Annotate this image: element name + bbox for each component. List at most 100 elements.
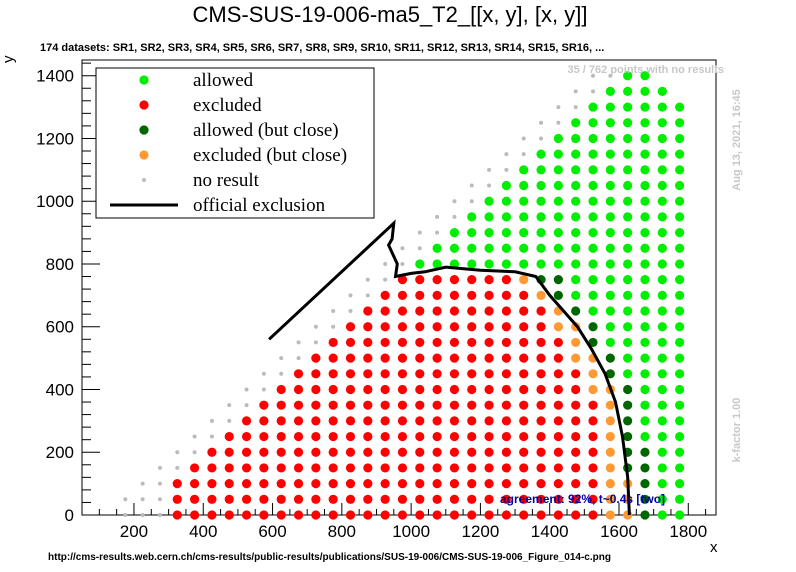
excluded-point: [571, 416, 581, 426]
excluded-but-close-point: [571, 353, 581, 363]
excluded-point: [276, 463, 286, 473]
excluded-point: [328, 463, 338, 473]
excluded-point: [363, 510, 373, 520]
allowed-point: [640, 102, 650, 112]
allowed-point: [588, 118, 598, 128]
allowed-point: [571, 196, 581, 206]
allowed-point: [588, 149, 598, 159]
no-result-point: [261, 387, 266, 392]
allowed-point: [553, 133, 563, 144]
excluded-point: [207, 479, 217, 489]
no-result-point: [400, 261, 405, 266]
no-result-point: [400, 246, 405, 251]
excluded-point: [501, 384, 511, 395]
excluded-point: [397, 447, 408, 457]
excluded-point: [345, 416, 356, 426]
allowed-point: [536, 180, 546, 191]
allowed-point: [623, 243, 633, 253]
legend-label: allowed: [193, 70, 254, 91]
excluded-point: [553, 479, 563, 489]
excluded-point: [207, 463, 217, 473]
excluded-point: [467, 290, 477, 300]
excluded-point: [397, 494, 408, 504]
allowed-but-close-point: [571, 306, 581, 316]
excluded-point: [484, 290, 494, 300]
excluded-point: [293, 494, 304, 504]
allowed-point: [519, 165, 529, 175]
excluded-but-close-point: [519, 275, 529, 285]
x-tick-label: 400: [189, 522, 217, 541]
excluded-point: [501, 494, 511, 504]
allowed-point: [553, 149, 563, 159]
allowed-point: [640, 400, 650, 410]
allowed-point: [623, 118, 633, 128]
excluded-point: [224, 431, 234, 442]
excluded-point: [363, 322, 373, 332]
excluded-point: [467, 479, 477, 489]
allowed-point: [605, 149, 615, 159]
excluded-point: [363, 479, 373, 489]
allowed-point: [640, 165, 650, 175]
allowed-point: [605, 212, 615, 222]
excluded-point: [259, 431, 269, 442]
excluded-point: [432, 322, 442, 332]
allowed-point: [623, 165, 633, 175]
excluded-point: [415, 479, 425, 489]
excluded-point: [519, 463, 529, 473]
allowed-point: [640, 133, 650, 144]
excluded-point: [415, 353, 425, 363]
excluded-point: [363, 337, 373, 348]
allowed-point: [675, 180, 685, 191]
allowed-point: [640, 322, 650, 332]
allowed-point: [588, 259, 598, 269]
allowed-but-close-point: [640, 510, 650, 520]
allowed-point: [623, 133, 633, 144]
no-result-point: [521, 136, 526, 141]
legend-label: excluded: [193, 95, 262, 116]
allowed-point: [519, 212, 529, 222]
excluded-point: [293, 479, 304, 489]
allowed-point: [657, 510, 667, 520]
excluded-point: [345, 369, 356, 379]
excluded-point: [380, 353, 390, 363]
excluded-point: [328, 416, 338, 426]
allowed-point: [640, 86, 650, 96]
no-result-point: [348, 293, 353, 298]
excluded-point: [311, 369, 321, 379]
excluded-point: [224, 479, 234, 489]
excluded-point: [397, 400, 408, 410]
excluded-point: [467, 416, 477, 426]
allowed-point: [623, 227, 633, 238]
allowed-point: [675, 165, 685, 175]
excluded-point: [415, 290, 425, 300]
no-result-point: [331, 309, 336, 314]
legend-label: no result: [193, 170, 260, 191]
allowed-point: [657, 180, 667, 191]
timestamp-label: Aug 13, 2021, 16:45: [731, 89, 743, 191]
excluded-but-close-point: [605, 416, 615, 426]
no-result-point: [296, 356, 301, 361]
excluded-point: [519, 479, 529, 489]
excluded-point: [241, 463, 252, 473]
excluded-point: [519, 400, 529, 410]
excluded-point: [311, 447, 321, 457]
excluded-point: [311, 384, 321, 395]
source-url[interactable]: http://cms-results.web.cern.ch/cms-resul…: [48, 552, 611, 563]
x-tick-label: 1400: [531, 522, 569, 541]
excluded-point: [415, 510, 425, 520]
allowed-point: [657, 259, 667, 269]
excluded-point: [501, 510, 511, 520]
excluded-point: [397, 275, 408, 285]
excluded-point: [484, 353, 494, 363]
axes: 200 400 600 800 1000 1200 1400 1600 1800 0 200 400 6…: [36, 62, 707, 541]
excluded-point: [501, 337, 511, 348]
excluded-point: [536, 431, 546, 442]
allowed-point: [623, 275, 633, 285]
excluded-point: [172, 479, 182, 489]
allowed-point: [675, 196, 685, 206]
allowed-point: [675, 243, 685, 253]
excluded-point: [553, 369, 563, 379]
excluded-point: [224, 510, 234, 520]
excluded-point: [519, 306, 529, 316]
allowed-point: [484, 212, 494, 222]
